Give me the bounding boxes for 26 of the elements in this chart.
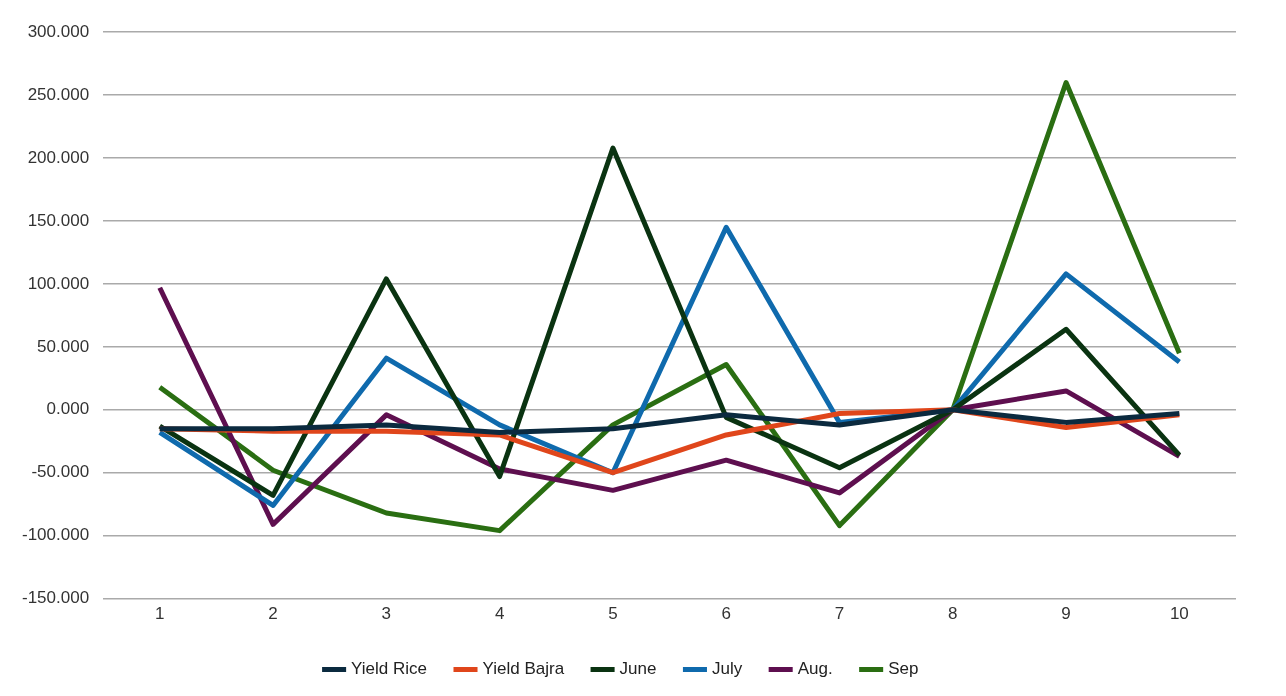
x-tick-label: 5 — [608, 604, 618, 624]
x-tick-label: 4 — [494, 604, 505, 624]
x-tick-label: 1 — [155, 604, 165, 624]
y-tick-label: 50.000 — [37, 336, 90, 356]
y-tick-label: 250.000 — [27, 84, 90, 104]
legend-label: Yield Rice — [351, 659, 428, 679]
legend-label: Aug. — [797, 659, 833, 679]
y-tick-label: 200.000 — [27, 147, 90, 167]
x-tick-label: 6 — [721, 604, 731, 624]
x-tick-label: 8 — [948, 604, 958, 624]
y-tick-label: -50.000 — [31, 462, 90, 482]
y-tick-label: -100.000 — [21, 525, 90, 545]
x-tick-label: 10 — [1169, 604, 1189, 624]
x-tick-label: 2 — [268, 604, 278, 624]
legend-label: June — [619, 659, 657, 679]
y-tick-label: 0.000 — [46, 399, 90, 419]
y-tick-label: -150.000 — [21, 588, 90, 608]
legend-label: Yield Bajra — [482, 659, 565, 679]
x-tick-label: 9 — [1061, 604, 1071, 624]
y-tick-label: 300.000 — [27, 21, 90, 41]
x-tick-label: 7 — [834, 604, 845, 624]
x-tick-label: 3 — [381, 604, 392, 624]
y-tick-label: 100.000 — [27, 273, 90, 293]
legend-label: Sep — [888, 659, 919, 679]
y-tick-label: 150.000 — [27, 210, 90, 230]
legend-label: July — [711, 659, 743, 679]
